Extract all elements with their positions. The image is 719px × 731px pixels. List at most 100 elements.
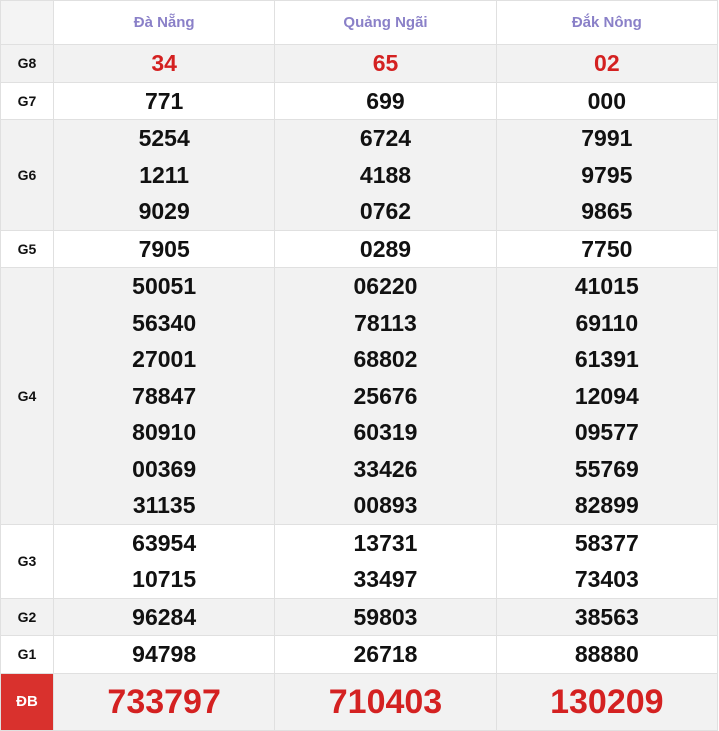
result-cell: 41015 69110 61391 12094 09577 55769 82899 (495, 267, 719, 525)
header-row: Đà Nẵng Quảng Ngãi Đắk Nông (0, 0, 719, 45)
province[interactable]: Quảng Ngãi (274, 0, 497, 45)
result-number: 09577 (574, 419, 639, 445)
result-number: 733797 (107, 682, 221, 721)
prize-label: G2 (0, 597, 54, 636)
result-number: 69110 (575, 309, 639, 336)
prize-row: G2 96284 59803 38563 (0, 597, 719, 636)
result-number: 4188 (359, 161, 412, 188)
result-number: 000 (587, 87, 627, 114)
result-number: 06220 (353, 273, 418, 299)
result-number: 9795 (581, 161, 633, 188)
prize-row: G4 50051 56340 27001 78847 80910 00369 31135 062… (0, 267, 719, 525)
prize-label: G4 (0, 267, 54, 525)
result-number: 78113 (354, 309, 417, 336)
result-cell: 38563 (495, 597, 719, 636)
result-number: 771 (144, 87, 184, 114)
result-number: 12094 (574, 382, 639, 409)
result-cell: 26718 (274, 635, 497, 674)
result-number: 56340 (132, 309, 197, 336)
result-cell: 59803 (274, 597, 497, 636)
result-number: 02 (594, 50, 620, 76)
result-cell: 130209 (495, 672, 719, 731)
result-number: 82899 (574, 492, 639, 518)
result-cell: 88880 (495, 635, 719, 674)
result-number: 00893 (353, 492, 418, 518)
prize-row: G7 771 699 000 (0, 81, 719, 120)
prize-label: G1 (0, 635, 54, 674)
prize-row: G8 34 65 02 (0, 44, 719, 83)
prize-row: ĐB 733797 710403 130209 (0, 672, 719, 731)
result-cell: 000 (495, 81, 719, 120)
result-number: 1211 (139, 161, 190, 188)
result-cell: 699 (274, 81, 497, 120)
result-number: 5254 (138, 125, 190, 151)
result-number: 60319 (353, 419, 418, 445)
result-number: 59803 (353, 603, 418, 630)
prize-row: G6 5254 1211 9029 6724 4188 0762 7991 9795 9865 (0, 119, 719, 231)
result-number: 13731 (353, 529, 418, 556)
result-number: 50051 (132, 273, 197, 299)
result-cell: 34 (52, 44, 276, 83)
result-number: 73403 (574, 566, 639, 592)
result-number: 7991 (581, 125, 633, 151)
province[interactable]: Đà Nẵng (52, 0, 276, 45)
prize-label: G7 (0, 81, 54, 120)
result-number: 96284 (132, 603, 197, 630)
province[interactable]: Đắk Nông (495, 0, 719, 45)
result-number: 61391 (574, 346, 639, 372)
result-number: 00369 (132, 455, 197, 482)
prize-row: G5 7905 0289 7750 (0, 229, 719, 268)
result-number: 33497 (353, 566, 418, 592)
result-cell: 94798 (52, 635, 276, 674)
result-number: 38563 (574, 603, 639, 630)
result-cell: 96284 (52, 597, 276, 636)
result-cell: 06220 78113 68802 25676 60319 33426 00893 (274, 267, 497, 525)
result-number: 6724 (359, 125, 412, 151)
prize-label: G8 (0, 44, 54, 83)
result-cell: 771 (52, 81, 276, 120)
result-number: 63954 (132, 529, 197, 556)
result-number: 26718 (353, 641, 418, 667)
result-number: 78847 (132, 382, 197, 409)
result-number: 34 (151, 50, 177, 76)
prize-label: G5 (0, 229, 54, 268)
result-number: 0762 (359, 198, 412, 224)
result-number: 9029 (138, 198, 190, 224)
result-number: 0289 (359, 235, 412, 262)
prize-row: G3 63954 10715 13731 33497 58377 73403 (0, 523, 719, 599)
result-number: 65 (372, 50, 399, 76)
result-cell: 5254 1211 9029 (52, 119, 276, 231)
prize-label: ĐB (0, 672, 54, 731)
result-cell: 6724 4188 0762 (274, 119, 497, 231)
result-number: 130209 (550, 682, 664, 721)
result-cell: 02 (495, 44, 719, 83)
prize-label: G6 (0, 119, 54, 231)
result-number: 710403 (328, 682, 443, 721)
result-number: 80910 (132, 419, 197, 445)
result-number: 41015 (574, 273, 639, 299)
result-number: 699 (366, 87, 405, 114)
result-number: 33426 (353, 455, 418, 482)
result-number: 94798 (132, 641, 197, 667)
result-cell: 63954 10715 (52, 523, 276, 599)
result-cell: 7991 9795 9865 (495, 119, 719, 231)
result-cell: 65 (274, 44, 497, 83)
result-number: 58377 (574, 529, 639, 556)
result-number: 9865 (581, 198, 633, 224)
result-cell: 7750 (495, 229, 719, 268)
result-number: 55769 (574, 455, 639, 482)
corner (0, 0, 54, 45)
result-number: 31135 (132, 492, 196, 518)
result-number: 88880 (574, 641, 639, 667)
prize-row: G1 94798 26718 88880 (0, 635, 719, 674)
result-number: 7905 (138, 235, 190, 262)
result-cell: 58377 73403 (495, 523, 719, 599)
result-number: 68802 (353, 346, 418, 372)
result-cell: 710403 (274, 672, 497, 731)
result-number: 10715 (132, 566, 197, 592)
result-cell: 733797 (52, 672, 276, 731)
result-cell: 50051 56340 27001 78847 80910 00369 31135 (52, 267, 276, 525)
prize-label: G3 (0, 523, 54, 599)
